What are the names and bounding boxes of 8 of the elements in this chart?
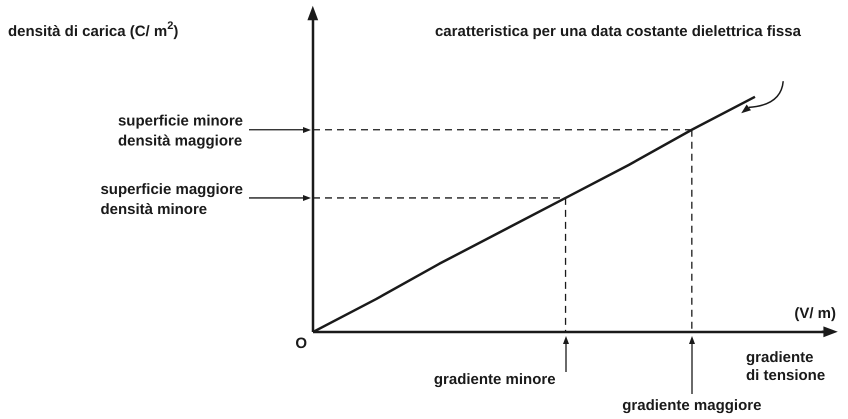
text: O bbox=[295, 335, 308, 352]
text: gradiente minore bbox=[434, 371, 556, 388]
text: gradiente maggiore bbox=[622, 397, 762, 414]
ref-line-label: superficie maggiore densità minore bbox=[100, 180, 244, 218]
ref-line-label: superficie minore densità maggiore bbox=[118, 112, 244, 150]
x-axis-title: (V/ m) bbox=[794, 305, 836, 322]
text: caratteristica per una data costante dielettrica fissa bbox=[434, 23, 802, 40]
text: gradiente di tensione bbox=[746, 349, 826, 384]
